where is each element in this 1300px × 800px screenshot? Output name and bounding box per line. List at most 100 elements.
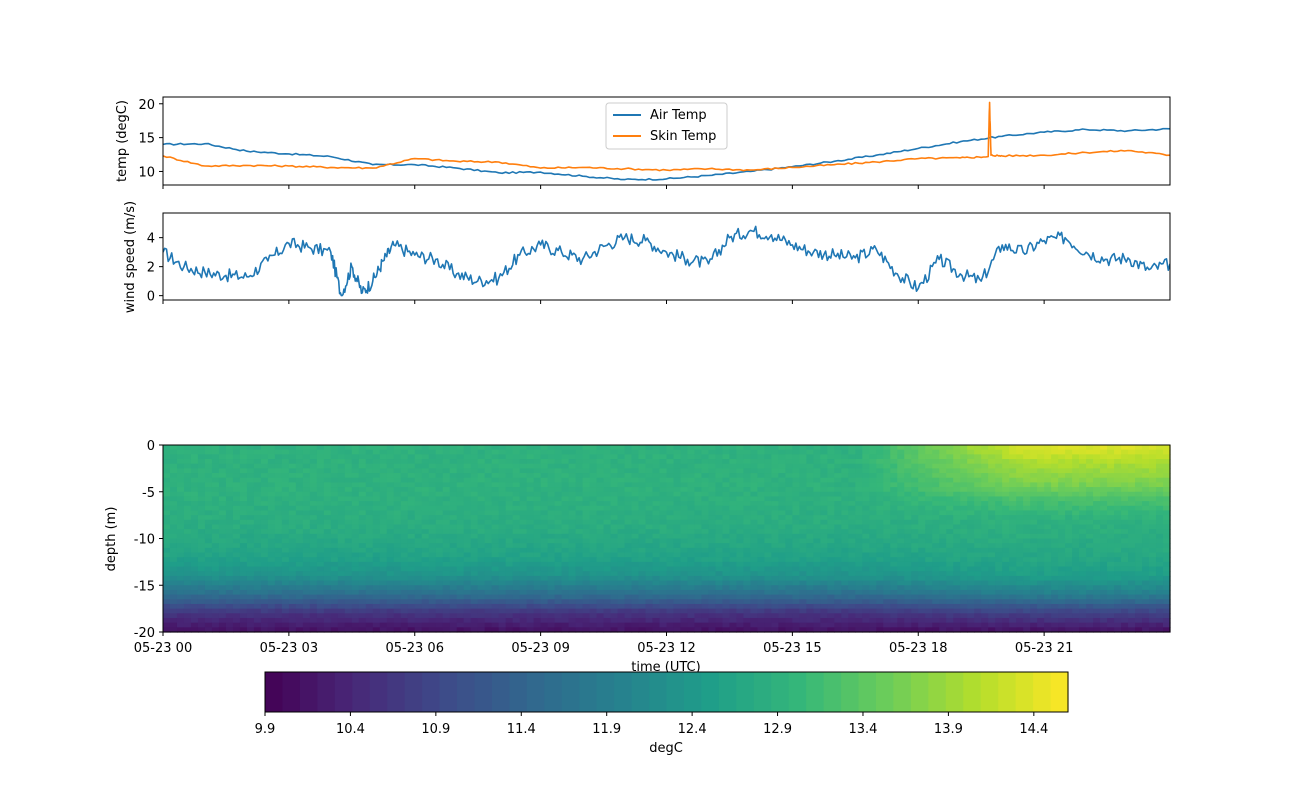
heatmap-cell (736, 538, 745, 544)
heatmap-cell (701, 627, 710, 633)
heatmap-cell (316, 491, 325, 498)
heatmap-cell (169, 454, 178, 460)
heatmap-cell (771, 557, 779, 563)
heatmap-cell (526, 547, 535, 554)
heatmap-cell (211, 585, 220, 591)
heatmap-cell (897, 533, 905, 540)
heatmap-cell (190, 445, 199, 451)
heatmap-cell (470, 491, 479, 498)
heatmap-cell (547, 533, 556, 540)
heatmap-cell (638, 617, 647, 624)
heatmap-cell (820, 510, 828, 516)
heatmap-cell (918, 454, 926, 460)
heatmap-cell (547, 482, 556, 488)
heatmap-cell (365, 599, 374, 605)
heatmap-cell (365, 468, 374, 474)
heatmap-cell (449, 487, 458, 493)
heatmap-cell (519, 491, 528, 498)
heatmap-cell (365, 477, 374, 483)
heatmap-cell (729, 585, 738, 591)
heatmap-cell (603, 533, 612, 540)
heatmap-cell (939, 501, 947, 507)
heatmap-cell (449, 603, 458, 610)
heatmap-cell (988, 585, 996, 591)
heatmap-cell (554, 477, 563, 483)
heatmap-cell (484, 519, 493, 526)
heatmap-cell (687, 552, 696, 558)
heatmap-cell (603, 613, 612, 619)
heatmap-cell (316, 547, 325, 554)
heatmap-cell (729, 473, 738, 479)
heatmap-cell (827, 529, 835, 535)
heatmap-cell (729, 496, 738, 502)
heatmap-cell (694, 515, 703, 521)
heatmap-cell (834, 477, 842, 483)
heatmap-cell (540, 575, 549, 582)
heatmap-cell (246, 571, 255, 577)
heatmap-cell (939, 575, 947, 582)
heatmap-cell (344, 603, 353, 610)
heatmap-cell (379, 561, 388, 568)
heatmap-cell (883, 524, 891, 530)
heatmap-cell (512, 477, 521, 483)
heatmap-cell (505, 557, 514, 563)
heatmap-cell (316, 538, 325, 544)
heatmap-cell (806, 547, 814, 554)
heatmap-cell (568, 487, 577, 493)
heatmap-cell (323, 487, 332, 493)
heatmap-cell (596, 487, 605, 493)
heatmap-cell (561, 487, 570, 493)
heatmap-cell (288, 566, 297, 572)
heatmap-cell (666, 482, 675, 488)
heatmap-cell (680, 575, 689, 582)
heatmap-cell (869, 599, 877, 605)
heatmap-cell (365, 580, 374, 586)
heatmap-cell (799, 533, 807, 540)
heatmap-cell (974, 622, 982, 628)
heatmap-cell (827, 561, 835, 568)
heatmap-cell (848, 482, 856, 488)
heatmap-cell (379, 557, 388, 563)
heatmap-cell (862, 575, 870, 582)
heatmap-cell (946, 585, 954, 591)
heatmap-cell (911, 566, 919, 572)
heatmap-cell (554, 445, 563, 451)
heatmap-cell (617, 543, 626, 549)
heatmap-cell (456, 496, 465, 502)
heatmap-cell (771, 524, 779, 530)
heatmap-cell (813, 561, 821, 568)
heatmap-cell (554, 449, 563, 455)
heatmap-cell (393, 543, 402, 549)
heatmap-cell (855, 454, 863, 460)
heatmap-cell (484, 561, 493, 568)
heatmap-cell (799, 594, 807, 600)
heatmap-cell (232, 496, 241, 502)
heatmap-cell (267, 580, 276, 586)
heatmap-cell (596, 473, 605, 479)
heatmap-cell (890, 468, 898, 474)
heatmap-cell (386, 613, 395, 619)
heatmap-cell (904, 454, 912, 460)
heatmap-cell (302, 599, 311, 605)
heatmap-cell (351, 454, 360, 460)
heatmap-cell (477, 547, 486, 554)
heatmap-cell (596, 622, 605, 628)
heatmap-cell (638, 566, 647, 572)
heatmap-cell (631, 561, 640, 568)
heatmap-cell (666, 599, 675, 605)
heatmap-cell (918, 519, 926, 526)
heatmap-cell (750, 519, 759, 526)
heatmap-cell (946, 491, 954, 498)
heatmap-cell (911, 491, 919, 498)
heatmap-cell (799, 515, 807, 521)
heatmap-cell (673, 491, 682, 498)
heatmap-cell (421, 594, 430, 600)
heatmap-cell (232, 594, 241, 600)
heatmap-cell (715, 501, 724, 507)
heatmap-cell (904, 468, 912, 474)
heatmap-cell (1002, 552, 1010, 558)
heatmap-cell (925, 449, 933, 455)
heatmap-cell (624, 501, 633, 507)
heatmap-cell (638, 627, 647, 633)
heatmap-cell (631, 533, 640, 540)
